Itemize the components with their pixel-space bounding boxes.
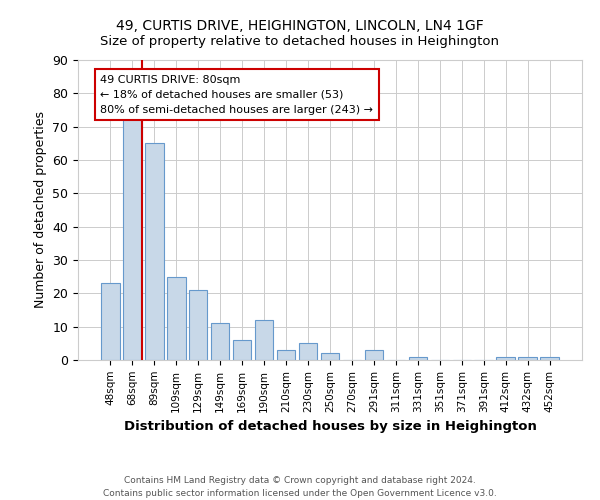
Bar	[299, 344, 317, 360]
Bar	[320, 354, 340, 360]
Bar	[255, 320, 274, 360]
Bar	[496, 356, 515, 360]
Text: 49 CURTIS DRIVE: 80sqm
← 18% of detached houses are smaller (53)
80% of semi-det: 49 CURTIS DRIVE: 80sqm ← 18% of detached…	[100, 75, 373, 114]
Bar	[233, 340, 251, 360]
Bar	[189, 290, 208, 360]
Bar	[541, 356, 559, 360]
Y-axis label: Number of detached properties: Number of detached properties	[34, 112, 47, 308]
Text: Size of property relative to detached houses in Heighington: Size of property relative to detached ho…	[101, 34, 499, 48]
Bar	[167, 276, 185, 360]
Bar	[123, 116, 142, 360]
Bar	[277, 350, 295, 360]
Bar	[518, 356, 537, 360]
Bar	[365, 350, 383, 360]
Text: Contains HM Land Registry data © Crown copyright and database right 2024.
Contai: Contains HM Land Registry data © Crown c…	[103, 476, 497, 498]
X-axis label: Distribution of detached houses by size in Heighington: Distribution of detached houses by size …	[124, 420, 536, 433]
Text: 49, CURTIS DRIVE, HEIGHINGTON, LINCOLN, LN4 1GF: 49, CURTIS DRIVE, HEIGHINGTON, LINCOLN, …	[116, 18, 484, 32]
Bar	[145, 144, 164, 360]
Bar	[101, 284, 119, 360]
Bar	[409, 356, 427, 360]
Bar	[211, 324, 229, 360]
